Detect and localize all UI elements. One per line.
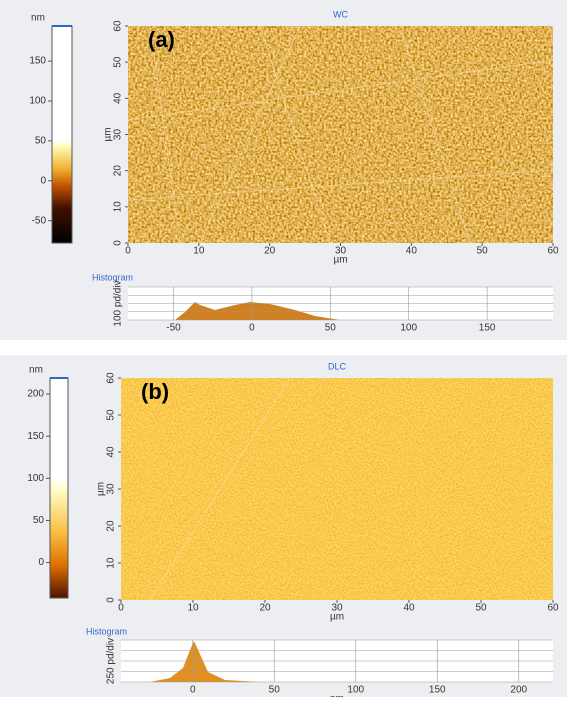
x-tick-label: 50 [475,603,487,614]
colorbar-tick-label: 150 [29,56,46,67]
histogram-tick-label: 100 [400,323,417,334]
histogram-y-label: 250 pd/div [106,638,117,684]
afm-image [121,378,553,600]
colorbar-tick-label: 50 [33,515,45,526]
histogram-tick-label: 200 [510,685,527,696]
y-tick-label: 50 [106,409,117,421]
x-tick-label: 20 [259,603,271,614]
x-axis-label: µm [330,612,344,623]
histogram-y-label: 100 pd/div [113,280,124,326]
y-tick-label: 10 [113,201,124,213]
histogram-title: Histogram [86,626,127,636]
colorbar-tick-label: 0 [40,175,46,186]
x-tick-label: 40 [406,246,418,257]
x-tick-label: 60 [547,246,559,257]
histogram-tick-label: 50 [269,685,281,696]
colorbar-unit: nm [31,13,45,24]
colorbar-tick-label: -50 [32,215,47,226]
y-tick-label: 60 [113,20,124,32]
histogram-tick-label: 0 [190,685,196,696]
histogram-tick-label: 150 [479,323,496,334]
colorbar-tick-label: 50 [35,136,47,147]
histogram-tick-label: 50 [325,323,337,334]
x-axis-label: µm [333,255,347,266]
histogram-tick-label: 0 [249,323,255,334]
y-tick-label: 40 [106,446,117,458]
x-tick-label: 10 [193,246,205,257]
image-title: DLC [328,361,347,371]
histogram-tick-label: -50 [166,323,181,334]
y-tick-label: 20 [106,520,117,532]
colorbar-tick-label: 150 [27,431,44,442]
x-tick-label: 60 [547,603,559,614]
x-tick-label: 20 [264,246,276,257]
colorbar-unit: nm [29,365,43,376]
y-tick-label: 0 [106,597,117,603]
y-tick-label: 10 [106,557,117,569]
histogram-tick-label: 100 [347,685,364,696]
y-tick-label: 20 [113,165,124,177]
y-tick-label: 30 [113,129,124,141]
x-tick-label: 0 [125,246,131,257]
x-tick-label: 0 [118,603,124,614]
figure: WC(a)nm-50050100150010203040506001020304… [0,0,567,697]
histogram-tick-label: 150 [429,685,446,696]
colorbar [50,378,68,598]
x-tick-label: 40 [403,603,415,614]
histogram-x-label: nm [330,694,344,697]
y-axis-label: µm [96,482,107,496]
colorbar-tick-label: 100 [29,96,46,107]
panel-label: (b) [141,379,169,404]
y-tick-label: 40 [113,92,124,104]
colorbar [52,26,72,243]
colorbar-tick-label: 200 [27,389,44,400]
x-tick-label: 10 [187,603,199,614]
afm-image [128,26,553,243]
y-tick-label: 30 [106,483,117,495]
y-tick-label: 50 [113,56,124,68]
x-tick-label: 50 [477,246,489,257]
colorbar-tick-label: 0 [38,557,44,568]
image-title: WC [333,9,348,19]
y-tick-label: 60 [106,372,117,384]
y-axis-label: µm [103,127,114,141]
y-tick-label: 0 [113,240,124,246]
colorbar-tick-label: 100 [27,473,44,484]
panel-label: (a) [148,27,175,52]
